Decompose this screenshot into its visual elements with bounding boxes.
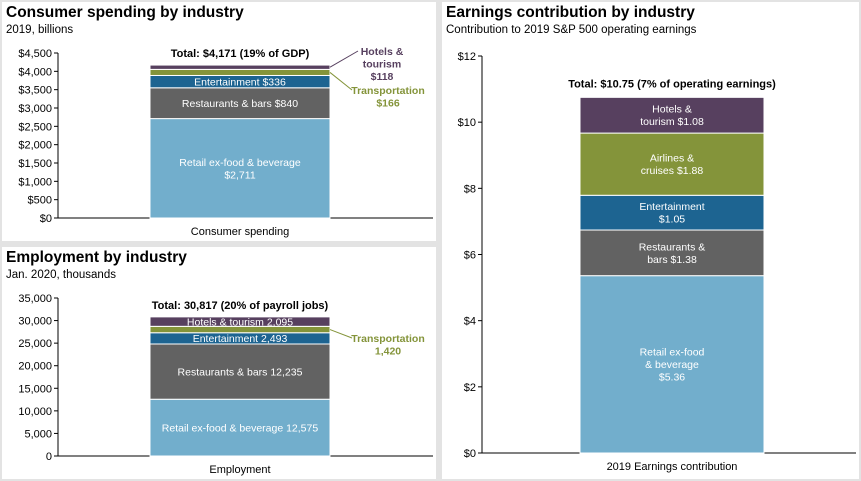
data-label-hotels-and-tourism: Hotels & tourism $118 xyxy=(361,46,404,83)
data-label-retail-ex-food-and-beverage: Retail ex-food & beverage $2,711 xyxy=(179,157,301,182)
y-tick-label: $12 xyxy=(458,51,476,63)
y-tick-label: $4,000 xyxy=(18,66,52,78)
bar-segment-restaurants-and-bars xyxy=(149,343,331,400)
earnings-contribution-panel: Earnings contribution by industry Contri… xyxy=(442,2,859,479)
y-tick-label: 35,000 xyxy=(18,293,52,305)
y-tick-label: $500 xyxy=(28,195,52,207)
data-label-retail-ex-food-and-beverage: Retail ex-food & beverage $5.36 xyxy=(640,347,705,384)
y-tick-label: $10 xyxy=(458,117,476,129)
total-label: Total: $4,171 (19% of GDP) xyxy=(171,48,310,60)
y-tick-label: $6 xyxy=(464,250,476,262)
data-label-retail-ex-food-and-beverage: Retail ex-food & beverage 12,575 xyxy=(162,422,319,434)
panel-title: Employment by industry xyxy=(6,249,187,266)
leader-line-hotels-and-tourism xyxy=(329,50,359,68)
data-label-entertainment: Entertainment 2,493 xyxy=(193,333,288,345)
bar-segment-hotels-and-tourism xyxy=(149,316,331,327)
x-tick-label: Employment xyxy=(209,464,270,476)
y-tick-label: $3,000 xyxy=(18,103,52,115)
data-label-restaurants-and-bars: Restaurants & bars $840 xyxy=(182,98,298,110)
total-label: Total: 30,817 (20% of payroll jobs) xyxy=(152,300,329,312)
y-tick-label: $2,000 xyxy=(18,140,52,152)
bar-segment-retail-ex-food-and-beverage xyxy=(579,275,765,454)
y-tick-label: 30,000 xyxy=(18,316,52,328)
x-tick-label: 2019 Earnings contribution xyxy=(607,461,738,473)
data-label-hotels-and-tourism: Hotels & tourism $1.08 xyxy=(640,104,704,129)
panel-subtitle: Contribution to 2019 S&P 500 operating e… xyxy=(446,24,697,36)
y-tick-label: 10,000 xyxy=(18,406,52,418)
y-tick-label: 5,000 xyxy=(24,428,52,440)
data-label-hotels-and-tourism: Hotels & tourism 2,095 xyxy=(187,316,293,328)
y-tick-label: $2 xyxy=(464,382,476,394)
y-tick-label: $1,000 xyxy=(18,176,52,188)
y-tick-label: 25,000 xyxy=(18,338,52,350)
leader-line-transportation xyxy=(329,72,353,91)
y-tick-label: 0 xyxy=(46,451,52,463)
data-label-entertainment: Entertainment $1.05 xyxy=(639,201,704,226)
panel-title: Earnings contribution by industry xyxy=(446,4,695,21)
consumer-spending-chart: $0 $500 $1,000 $1,500 $2,000 $2,500 $3,000 $3,5… xyxy=(18,46,433,238)
y-tick-label: $4,500 xyxy=(18,48,52,60)
y-tick-label: 20,000 xyxy=(18,361,52,373)
y-tick-label: $3,500 xyxy=(18,85,52,97)
bar-segment-transportation xyxy=(149,68,331,76)
x-tick-label: Consumer spending xyxy=(191,226,289,238)
panel-subtitle: 2019, billions xyxy=(6,24,74,36)
panel-title: Consumer spending by industry xyxy=(6,4,244,21)
employment-chart: 0 5,000 10,000 15,000 20,000 25,000 30,000 35,0… xyxy=(18,293,433,476)
data-label-restaurants-and-bars: Restaurants & bars 12,235 xyxy=(178,366,303,378)
earnings-contribution-chart: $0 $2 $4 $6 $8 $10 $12 Retail ex-food & beverage… xyxy=(458,51,856,473)
y-tick-label: $0 xyxy=(40,213,52,225)
y-tick-label: 15,000 xyxy=(18,383,52,395)
data-label-entertainment: Entertainment $336 xyxy=(194,76,286,88)
bar-segment-hotels-and-tourism xyxy=(579,96,765,134)
total-label: Total: $10.75 (7% of operating earnings) xyxy=(568,78,776,90)
bar-segment-retail-ex-food-and-beverage xyxy=(149,398,331,457)
panel-subtitle: Jan. 2020, thousands xyxy=(6,269,116,281)
data-label-transportation: Transportation $166 xyxy=(351,85,425,110)
bar-segment-retail-ex-food-and-beverage xyxy=(149,118,331,219)
bar-segment-entertainment xyxy=(579,194,765,231)
y-tick-label: $8 xyxy=(464,183,476,195)
bar-segment-hotels-and-tourism xyxy=(149,64,331,70)
bar-segment-restaurants-and-bars xyxy=(149,87,331,120)
employment-panel: Employment by industry Jan. 2020, thousa… xyxy=(2,247,436,479)
data-label-transportation: Transportation 1,420 xyxy=(351,333,425,358)
data-label-airlines-and-cruises: Airlines & cruises $1.88 xyxy=(641,153,704,178)
y-tick-label: $1,500 xyxy=(18,158,52,170)
y-tick-label: $4 xyxy=(464,316,476,328)
consumer-spending-panel: Consumer spending by industry 2019, bill… xyxy=(2,2,436,241)
y-tick-label: $2,500 xyxy=(18,121,52,133)
bar-segment-restaurants-and-bars xyxy=(579,229,765,277)
y-tick-label: $0 xyxy=(464,448,476,460)
data-label-restaurants-and-bars: Restaurants & bars $1.38 xyxy=(639,241,706,266)
leader-line-transportation xyxy=(329,329,353,339)
